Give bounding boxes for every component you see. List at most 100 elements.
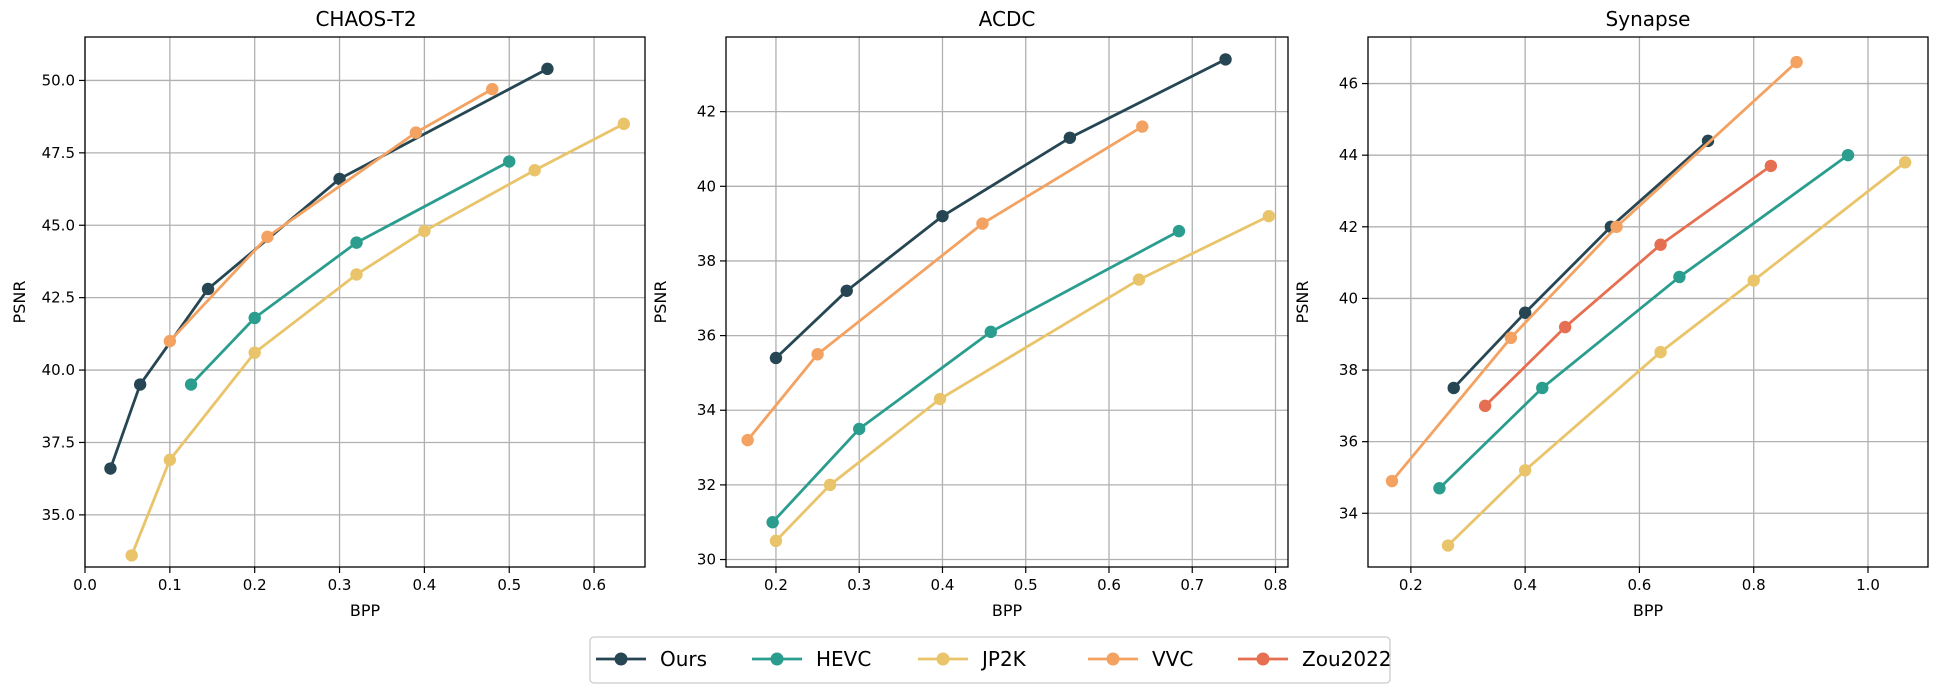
legend-marker <box>614 652 628 666</box>
data-point <box>976 217 989 230</box>
data-point <box>617 117 630 131</box>
series-line <box>1447 161 1907 547</box>
x-tick-label: 0.1 <box>158 576 182 594</box>
legend-label: Zou2022 <box>1302 647 1392 671</box>
data-point <box>1518 464 1532 477</box>
legend-marker <box>936 652 950 666</box>
legend-entry-vvc: VVC <box>1088 647 1193 671</box>
data-point <box>184 378 198 391</box>
legend-entry-ours: Ours <box>596 647 707 671</box>
data-point <box>1536 381 1549 395</box>
series-line <box>130 122 625 556</box>
y-tick-label: 45.0 <box>42 216 75 234</box>
series-vvc <box>163 82 499 348</box>
plot-frame <box>84 36 646 568</box>
legend-box <box>589 636 1391 684</box>
series-vvc <box>741 120 1149 447</box>
data-point <box>1136 120 1149 133</box>
legend-entry-jp2k: JP2K <box>918 647 1027 671</box>
y-tick-label: 32 <box>697 476 716 494</box>
chart-panel-1: 0.2 0.3 0.4 0.5 0.6 0.7 0.8 30 32 34 36 38 40 42 ACDC B… <box>651 7 1289 620</box>
data-point <box>769 534 783 548</box>
x-axis-label: BPP <box>1633 601 1664 620</box>
data-point <box>1701 134 1715 148</box>
data-point <box>1747 274 1760 287</box>
x-tick-label: 0.6 <box>1097 576 1121 594</box>
data-point <box>811 348 824 361</box>
series-line <box>168 87 493 343</box>
legend-marker <box>770 652 784 666</box>
data-point <box>163 334 177 348</box>
series-line <box>1390 61 1798 482</box>
data-point <box>1654 345 1667 359</box>
chart-panel-0: 0.0 0.1 0.2 0.3 0.4 0.5 0.6 35.0 37.5 40.0 42.5 45.… <box>10 7 646 620</box>
data-point <box>261 230 274 244</box>
data-point <box>823 478 837 492</box>
data-point <box>1447 381 1460 395</box>
series-zou2022 <box>1478 159 1778 413</box>
x-tick-label: 0.2 <box>764 576 788 594</box>
series-ours <box>769 53 1232 365</box>
data-point <box>1504 331 1518 345</box>
data-point <box>1841 148 1855 162</box>
x-tick-label: 0.4 <box>1513 576 1537 594</box>
x-tick-label: 0.7 <box>1180 576 1204 594</box>
x-tick-label: 1.0 <box>1856 576 1880 594</box>
x-axis-label: BPP <box>992 601 1023 620</box>
legend-marker <box>1256 652 1270 666</box>
series-jp2k <box>769 209 1276 548</box>
legend-label: Ours <box>660 647 707 671</box>
x-tick-label: 0.5 <box>497 576 521 594</box>
x-tick-label: 0.6 <box>582 576 606 594</box>
data-point <box>1654 238 1667 251</box>
series-jp2k <box>1441 156 1912 552</box>
legend: Ours HEVC JP2K VVC Zou2022 <box>589 636 1392 684</box>
series-hevc <box>766 224 1186 529</box>
data-point <box>104 462 117 475</box>
series-hevc <box>1433 148 1855 495</box>
data-point <box>1898 156 1912 169</box>
series-line <box>771 229 1180 524</box>
data-point <box>486 82 499 96</box>
data-point <box>1172 224 1186 238</box>
data-point <box>1262 209 1276 223</box>
x-tick-label: 0.0 <box>73 576 97 594</box>
y-tick-label: 47.5 <box>42 144 75 162</box>
x-tick-label: 0.8 <box>1264 576 1288 594</box>
chart-title: CHAOS-T2 <box>315 7 416 31</box>
x-tick-label: 0.3 <box>847 576 871 594</box>
data-point <box>741 433 754 447</box>
plot-frame <box>1367 36 1929 568</box>
series-hevc <box>184 155 516 391</box>
data-point <box>1764 159 1778 173</box>
data-point <box>840 284 853 298</box>
x-tick-label: 0.4 <box>931 576 955 594</box>
chart-title: ACDC <box>979 7 1036 31</box>
x-tick-label: 0.6 <box>1627 576 1651 594</box>
y-tick-label: 42.5 <box>42 289 75 307</box>
y-tick-label: 50.0 <box>42 71 75 89</box>
x-axis-label: BPP <box>350 601 381 620</box>
grid-lines <box>84 37 645 567</box>
data-point <box>933 392 947 406</box>
x-tick-label: 0.5 <box>1014 576 1038 594</box>
data-point <box>503 155 516 168</box>
x-tick-label: 0.4 <box>412 576 436 594</box>
data-point <box>1441 539 1455 552</box>
data-point <box>333 172 346 186</box>
data-point <box>541 62 554 76</box>
y-tick-label: 36 <box>697 327 716 345</box>
y-tick-label: 40 <box>1339 289 1358 307</box>
series-line <box>109 67 549 469</box>
y-tick-label: 38 <box>697 252 716 270</box>
legend-marker <box>1106 652 1120 666</box>
y-axis-label: PSNR <box>10 281 29 324</box>
y-tick-label: 38 <box>1339 361 1358 379</box>
series-line <box>1452 139 1709 389</box>
series-line <box>774 58 1227 360</box>
y-tick-label: 40.0 <box>42 361 75 379</box>
data-point <box>125 549 138 562</box>
series-vvc <box>1385 55 1803 488</box>
data-point <box>1385 474 1399 488</box>
